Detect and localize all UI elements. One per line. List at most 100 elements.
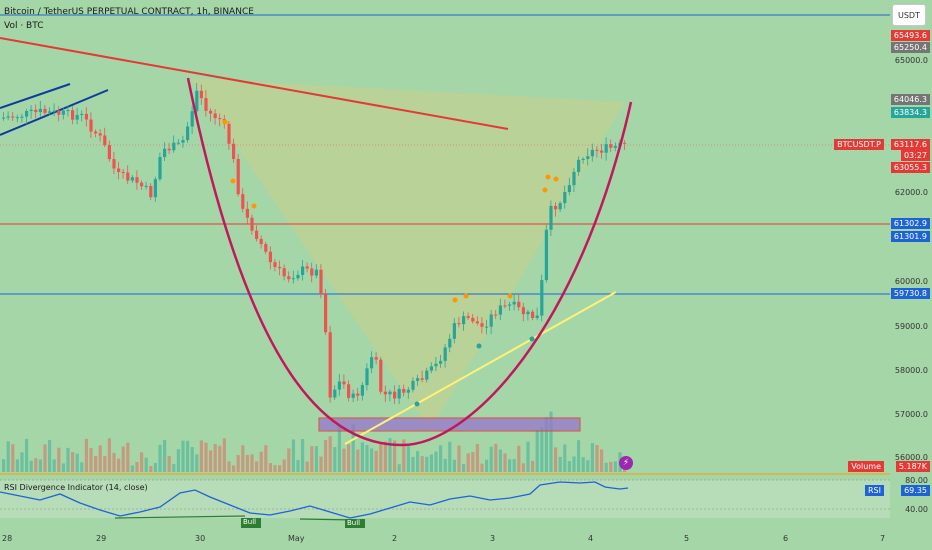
candle-body xyxy=(209,110,213,114)
time-label: 29 xyxy=(96,534,107,543)
volume-bar xyxy=(383,441,387,472)
volume-bar xyxy=(117,458,121,472)
candle-body xyxy=(11,116,15,118)
volume-bar xyxy=(20,452,24,472)
candle-body xyxy=(255,230,259,239)
candle-body xyxy=(84,113,88,120)
rsi-value-badge: 69.35 xyxy=(901,485,930,496)
time-label: 6 xyxy=(783,534,789,543)
candle-body xyxy=(420,378,424,380)
volume-value-badge: 5.187K xyxy=(895,461,930,472)
price-label: 57000.0 xyxy=(894,410,928,419)
time-label: 4 xyxy=(588,534,594,543)
candle-body xyxy=(452,323,456,339)
volume-bar xyxy=(494,443,498,472)
candle-body xyxy=(112,159,116,169)
volume-bar xyxy=(365,444,369,472)
candle-body xyxy=(98,133,102,136)
volume-bar xyxy=(439,445,443,472)
volume-bar xyxy=(563,444,567,472)
candle-body xyxy=(305,266,309,269)
volume-bar xyxy=(121,446,125,472)
symbol-title[interactable]: Bitcoin / TetherUS PERPETUAL CONTRACT, 1… xyxy=(4,7,254,17)
volume-bar xyxy=(181,440,185,472)
cup-fill-area xyxy=(190,78,625,430)
blue-level-badge: 59730.8 xyxy=(890,288,930,299)
candle-body xyxy=(604,144,608,153)
volume-legend: Vol · BTC xyxy=(4,21,44,31)
candle-body xyxy=(609,144,613,148)
candle-body xyxy=(393,391,397,399)
rsi-line xyxy=(0,481,629,519)
prev-price-badge: 63055.3 xyxy=(890,162,930,173)
candle-body xyxy=(397,388,401,399)
candle-body xyxy=(466,316,470,318)
candle-body xyxy=(402,388,406,393)
volume-bar xyxy=(554,447,558,472)
candle-body xyxy=(301,266,305,275)
candle-body xyxy=(61,110,65,115)
volume-bar xyxy=(567,461,571,472)
candle-body xyxy=(227,123,231,144)
volume-bar xyxy=(107,438,111,472)
volume-bar xyxy=(25,438,29,472)
volume-bar xyxy=(448,441,452,472)
red-level-badge-2: 61301.9 xyxy=(890,231,930,242)
candle-body xyxy=(531,311,535,319)
candle-body xyxy=(245,208,249,218)
candle-body xyxy=(406,389,410,393)
candle-body xyxy=(383,391,387,395)
candle-body xyxy=(347,384,351,398)
volume-bar xyxy=(190,447,194,472)
volume-bar xyxy=(406,446,410,472)
volume-bar xyxy=(213,444,217,472)
volume-bar xyxy=(498,449,502,472)
price-label: 59000.0 xyxy=(894,322,928,331)
volume-bar xyxy=(429,454,433,472)
candle-body xyxy=(140,182,144,187)
rsi-indicator-title[interactable]: RSI Divergence Indicator (14, close) xyxy=(4,483,148,492)
candle-body xyxy=(365,368,369,386)
volume-bar xyxy=(163,439,167,472)
candle-body xyxy=(186,126,190,141)
candle-body xyxy=(89,119,93,132)
volume-bar xyxy=(333,447,337,472)
candle-body xyxy=(282,268,286,277)
volume-bar xyxy=(540,427,544,472)
volume-bar xyxy=(356,449,360,472)
candle-body xyxy=(94,131,98,134)
candle-body xyxy=(66,110,70,112)
volume-bar xyxy=(360,442,364,472)
volume-bar xyxy=(374,450,378,472)
volume-bar xyxy=(351,423,355,472)
candle-body xyxy=(29,109,33,112)
volume-bar xyxy=(411,456,415,472)
volume-bar xyxy=(558,456,562,472)
candle-body xyxy=(379,359,383,392)
currency-button[interactable]: USDT xyxy=(892,4,926,26)
volume-bar xyxy=(48,440,52,472)
candle-body xyxy=(25,111,29,117)
lightning-bolt-icon[interactable]: ⚡ xyxy=(619,456,633,470)
candle-body xyxy=(117,168,121,172)
volume-bar xyxy=(250,454,254,472)
volume-bar xyxy=(443,458,447,472)
candle-body xyxy=(20,116,24,118)
candle-body xyxy=(443,347,447,361)
volume-bar xyxy=(195,454,199,472)
volume-bar xyxy=(503,453,507,472)
candle-body xyxy=(195,90,199,112)
rsi-axis-label: 80.00 xyxy=(905,476,928,485)
candle-body xyxy=(416,378,420,381)
high-badge: 65493.6 xyxy=(890,30,930,41)
candle-body xyxy=(103,135,107,146)
candle-body xyxy=(232,143,236,160)
candle-body xyxy=(540,280,544,316)
volume-bar xyxy=(84,438,88,472)
volume-bar xyxy=(595,444,599,472)
bull-label: Bull xyxy=(243,518,257,526)
candle-body xyxy=(324,294,328,333)
bull-divergence-1 xyxy=(114,515,246,519)
volume-bar xyxy=(144,457,148,472)
